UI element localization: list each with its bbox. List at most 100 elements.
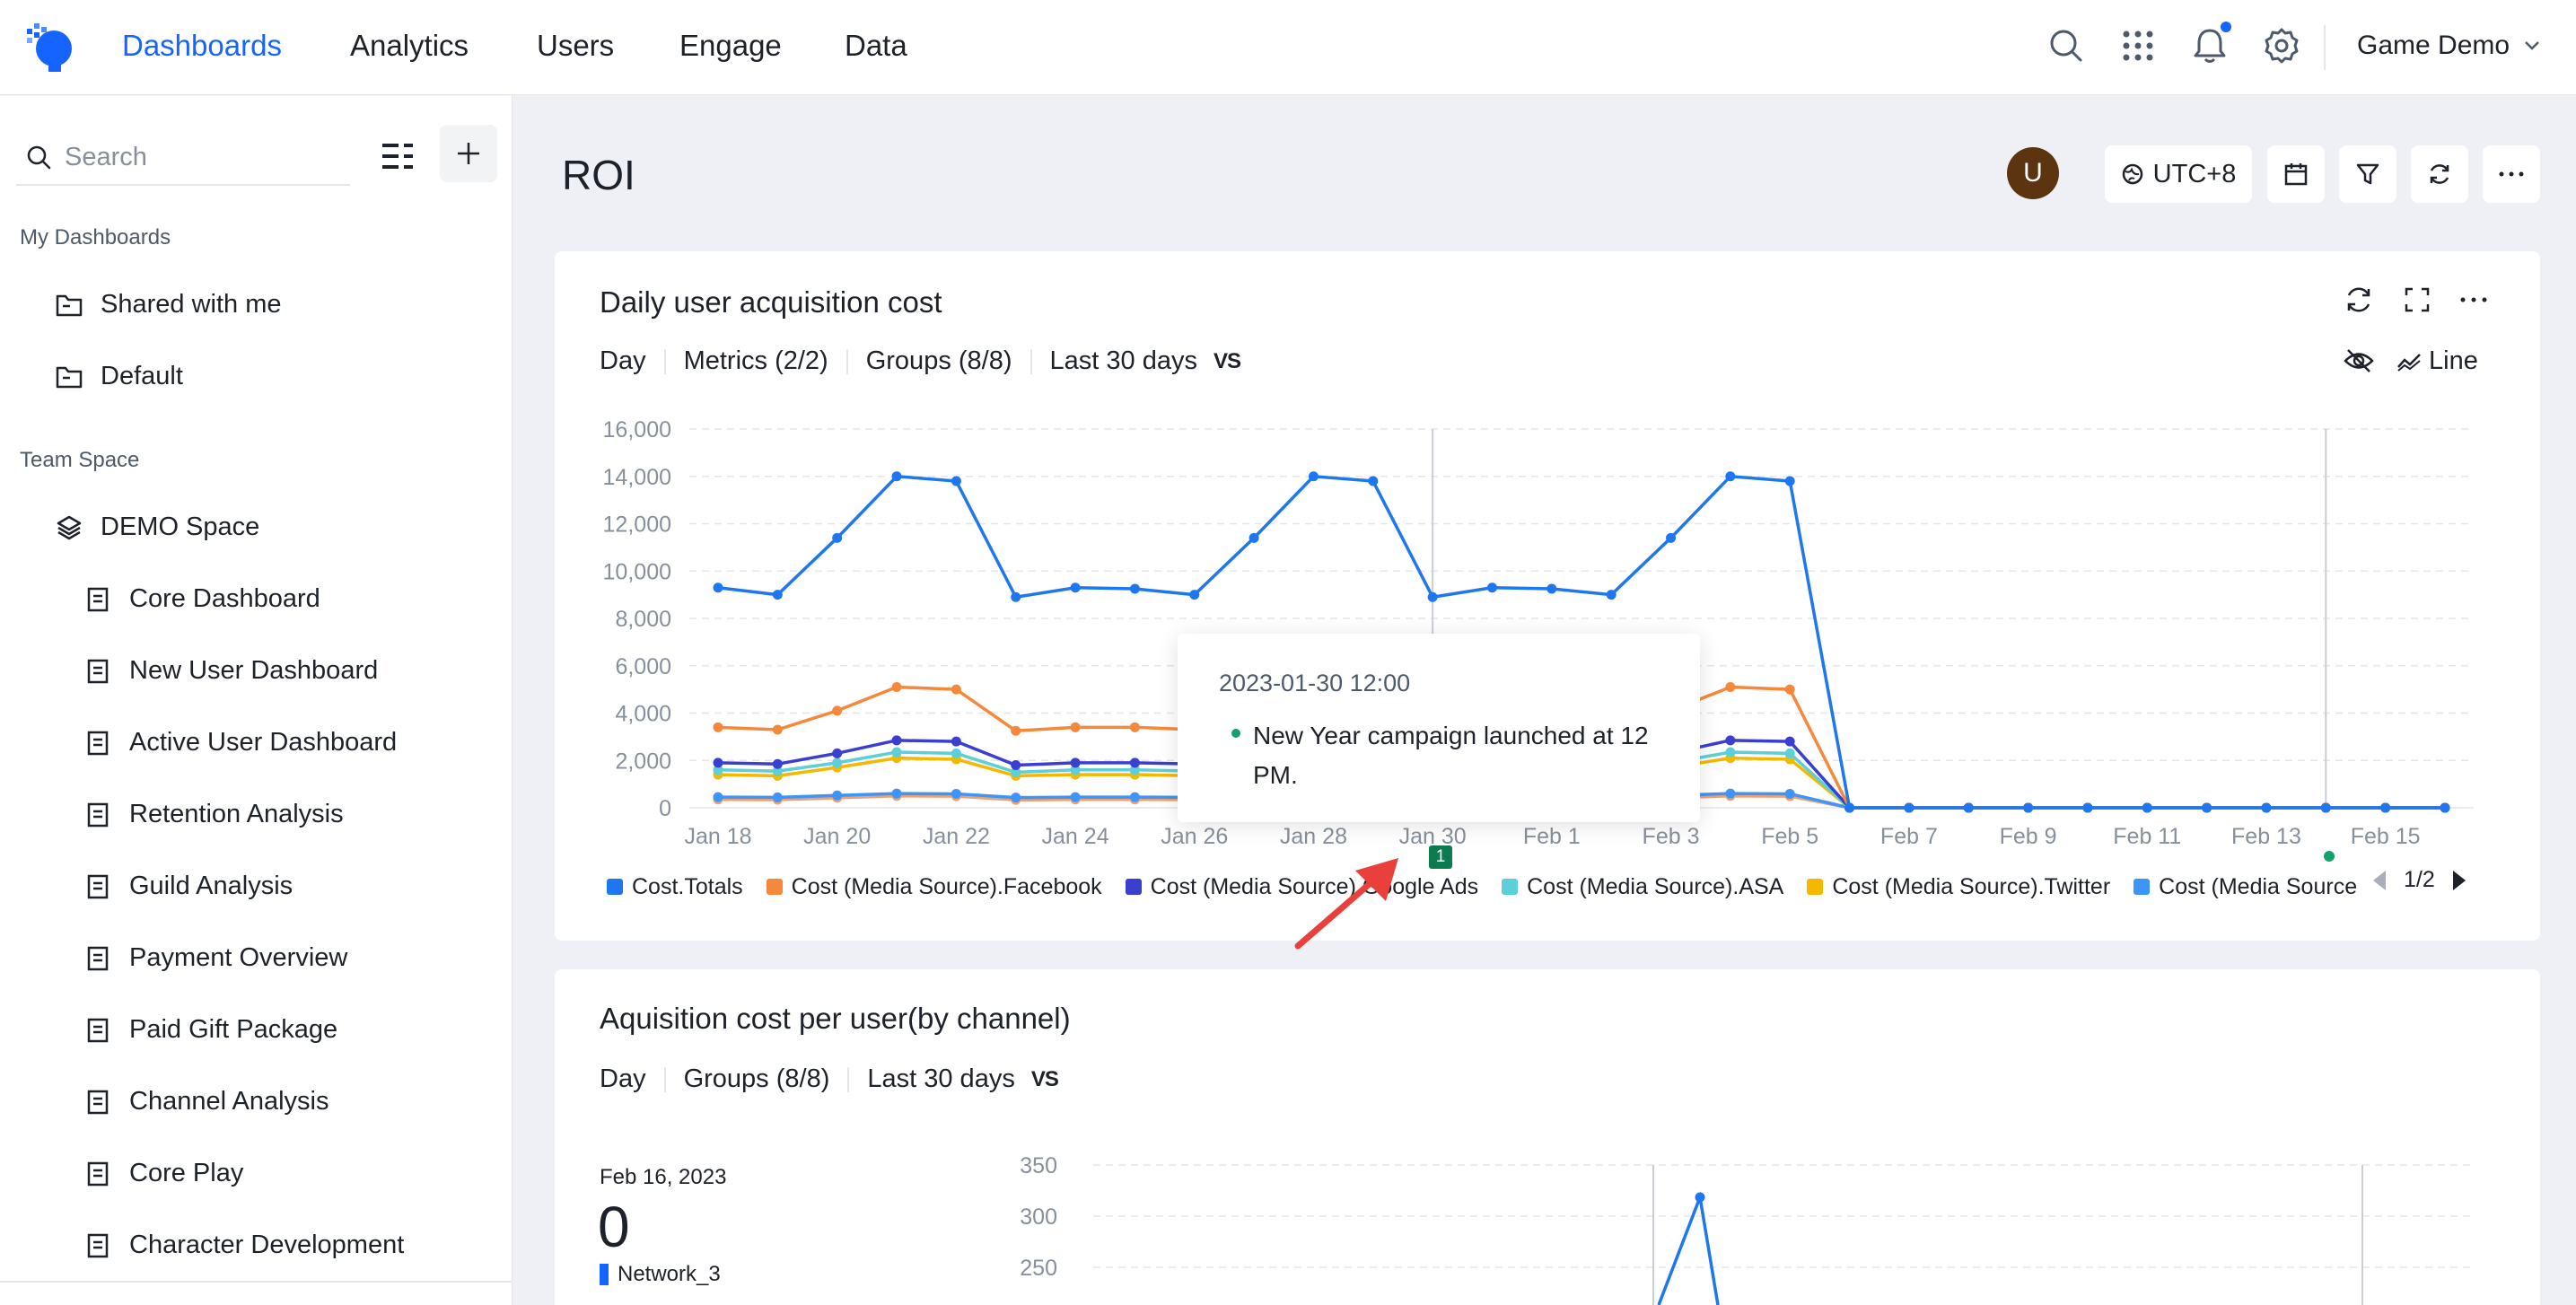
legend-swatch <box>1502 879 1519 895</box>
sidebar-item-label: Payment Overview <box>129 943 348 972</box>
annotation-number: 1 <box>1435 847 1446 866</box>
sidebar-item-dashboard[interactable]: Core Play <box>84 1159 243 1188</box>
data-point <box>2082 802 2093 813</box>
card-title: Aquisition cost per user(by channel) <box>600 1002 1071 1035</box>
sidebar-item-shared[interactable]: Shared with me <box>56 290 282 320</box>
legend-item[interactable]: Cost (Media Source).Facebook <box>766 869 1102 905</box>
data-point <box>713 758 723 768</box>
data-point <box>832 532 843 543</box>
sidebar-item-demo-space[interactable]: DEMO Space <box>56 512 259 542</box>
y-tick-label: 12,000 <box>603 512 671 538</box>
refresh-button[interactable] <box>2411 145 2468 203</box>
gear-icon[interactable] <box>2262 26 2301 66</box>
data-point <box>1904 802 1914 813</box>
data-point <box>713 765 723 775</box>
nav-analytics[interactable]: Analytics <box>350 29 469 62</box>
sidebar-item-dashboard[interactable]: Retention Analysis <box>84 800 344 829</box>
sidebar-search[interactable] <box>16 130 350 186</box>
sidebar-item-label: Guild Analysis <box>129 871 294 900</box>
metrics-selector[interactable]: Metrics (2/2) <box>683 346 828 375</box>
data-point <box>891 471 902 482</box>
filter-icon <box>2356 163 2379 185</box>
legend-item[interactable]: Cost.Totals <box>607 869 743 905</box>
nav-data[interactable]: Data <box>845 29 907 62</box>
data-point <box>1129 792 1140 802</box>
avatar[interactable]: U <box>2007 147 2059 199</box>
data-point <box>951 476 961 486</box>
x-tick-label: Feb 9 <box>2000 824 2057 849</box>
divider <box>1030 348 1032 374</box>
apps-grid-icon[interactable] <box>2118 26 2158 66</box>
legend-label: Cost (Media Source).Twitter <box>1832 873 2111 899</box>
granularity-selector[interactable]: Day <box>600 1064 646 1093</box>
document-icon <box>84 1232 111 1259</box>
refresh-icon[interactable] <box>2341 282 2377 318</box>
data-point <box>951 736 961 747</box>
chevron-right-icon[interactable] <box>2451 869 2467 892</box>
data-point <box>1070 582 1081 593</box>
bell-icon[interactable] <box>2190 26 2230 66</box>
hide-eye-icon[interactable] <box>2341 343 2377 379</box>
chart-type-selector[interactable]: Line <box>2396 346 2478 376</box>
timezone-button[interactable]: UTC+8 <box>2105 145 2252 203</box>
line-chart[interactable]: 350 300 250 <box>555 969 2540 1305</box>
project-selector[interactable]: Game Demo <box>2357 31 2540 61</box>
data-point <box>1368 476 1379 486</box>
nav-engage[interactable]: Engage <box>679 29 782 62</box>
sidebar-item-dashboard[interactable]: Payment Overview <box>84 943 347 973</box>
legend-label: Cost (Media Source).ASA <box>1527 873 1784 899</box>
compare-toggle[interactable]: VS <box>1030 1066 1059 1091</box>
sidebar-item-dashboard[interactable]: Channel Analysis <box>84 1087 329 1117</box>
fullscreen-icon[interactable] <box>2399 282 2435 318</box>
y-tick-label: 250 <box>1020 1256 1057 1281</box>
divider <box>663 1066 666 1092</box>
data-point <box>2380 802 2391 813</box>
data-point <box>1189 590 1200 600</box>
data-point <box>1606 590 1617 600</box>
granularity-selector[interactable]: Day <box>600 346 646 375</box>
data-point <box>772 792 783 802</box>
date-range-selector[interactable]: Last 30 days <box>867 1064 1015 1093</box>
date-range-button[interactable] <box>2267 145 2325 203</box>
more-button[interactable] <box>2483 145 2540 203</box>
sidebar-item-dashboard[interactable]: Paid Gift Package <box>84 1015 337 1045</box>
list-view-icon[interactable] <box>377 136 418 177</box>
card-controls: Day Groups (8/8) Last 30 days VS <box>600 1064 1059 1094</box>
data-point <box>951 684 961 695</box>
add-dashboard-button[interactable] <box>440 125 497 182</box>
annotation-marker[interactable] <box>2324 851 2335 862</box>
legend-item[interactable]: Cost (Media Source).Twitter <box>1807 869 2110 905</box>
legend-item[interactable]: Cost (Media Source).ASA <box>1502 869 1783 905</box>
sidebar-item-dashboard[interactable]: Guild Analysis <box>84 871 293 901</box>
compare-toggle[interactable]: VS <box>1213 348 1241 373</box>
sidebar-item-dashboard[interactable]: Core Dashboard <box>84 584 320 614</box>
document-icon <box>84 945 111 972</box>
top-nav: Dashboards Analytics Users Engage Data G… <box>0 0 2576 95</box>
date-range-selector[interactable]: Last 30 days <box>1049 346 1197 375</box>
nav-users[interactable]: Users <box>537 29 615 62</box>
data-point <box>772 766 783 776</box>
data-point <box>1784 748 1795 758</box>
search-icon[interactable] <box>2046 26 2086 66</box>
folder-icon <box>56 292 83 319</box>
search-input[interactable] <box>65 142 334 172</box>
sidebar-item-dashboard[interactable]: New User Dashboard <box>84 656 378 686</box>
sidebar-item-default[interactable]: Default <box>56 362 183 391</box>
groups-selector[interactable]: Groups (8/8) <box>865 346 1012 375</box>
groups-selector[interactable]: Groups (8/8) <box>683 1064 830 1093</box>
sidebar-item-dashboard[interactable]: Active User Dashboard <box>84 728 397 758</box>
sidebar-item-dashboard[interactable]: Character Development <box>84 1231 404 1260</box>
legend-item[interactable]: Cost (Media Source).Google Ads <box>1125 869 1478 905</box>
legend-item[interactable]: Cost (Media Source).Network_3 <box>2134 869 2357 905</box>
app-logo-icon[interactable] <box>23 20 77 74</box>
more-icon[interactable] <box>2456 282 2492 318</box>
filter-button[interactable] <box>2339 145 2396 203</box>
nav-dashboards[interactable]: Dashboards <box>122 29 282 62</box>
legend-pager: 1/2 <box>2371 867 2467 893</box>
document-icon <box>84 1017 111 1044</box>
data-point <box>2320 802 2331 813</box>
annotation-badge[interactable]: 1 <box>1429 845 1452 869</box>
card-controls: Day Metrics (2/2) Groups (8/8) Last 30 d… <box>600 346 1241 376</box>
chevron-left-icon[interactable] <box>2371 869 2388 892</box>
data-point <box>832 758 843 768</box>
